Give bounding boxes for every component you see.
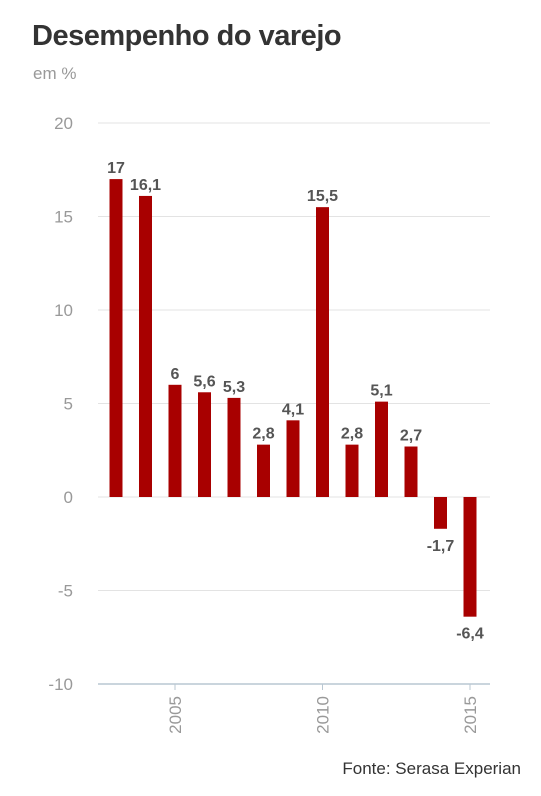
x-tick-label: 2015 (461, 696, 480, 734)
data-label: 5,3 (223, 379, 245, 396)
data-label: 17 (107, 160, 125, 177)
gridlines (98, 122, 490, 685)
bar (463, 497, 477, 617)
data-label: 6 (171, 366, 180, 383)
y-tick-label: 0 (64, 488, 73, 507)
bar (139, 195, 152, 497)
y-tick-label: -5 (58, 582, 73, 601)
source-note: Fonte: Serasa Experian (342, 759, 521, 778)
y-tick-label: 10 (54, 301, 73, 320)
bar (316, 207, 329, 497)
bar (168, 384, 182, 497)
data-label: -6,4 (456, 626, 484, 643)
y-tick-label: 15 (54, 208, 73, 227)
data-label: 2,7 (400, 428, 422, 445)
x-tick-label: 2005 (166, 696, 185, 734)
y-tick-label: 20 (54, 114, 73, 133)
bar (109, 179, 123, 497)
bar (257, 444, 270, 497)
y-axis-ticks: 20 15 10 5 0 -5 -10 (48, 114, 73, 694)
data-label: 5,1 (370, 383, 392, 400)
data-label: 5,6 (193, 373, 215, 390)
data-label: 4,1 (282, 401, 304, 418)
chart-subtitle: em % (33, 64, 77, 83)
bar (345, 444, 359, 497)
data-label: 2,8 (341, 426, 363, 443)
chart-title: Desempenho do varejo (32, 20, 342, 52)
bar (198, 392, 211, 497)
bar (375, 401, 388, 497)
data-label: 2,8 (252, 426, 274, 443)
bar (434, 497, 447, 529)
y-tick-label: -10 (48, 675, 73, 694)
bar (404, 446, 418, 497)
x-axis-ticks: 2005 2010 2015 (166, 684, 480, 734)
data-label: 15,5 (307, 188, 338, 205)
data-labels: 17 16,1 6 5,6 5,3 2,8 4,1 15,5 2,8 5,1 2,7 -1,7 -6,4 (107, 160, 484, 643)
data-label: -1,7 (427, 538, 455, 555)
y-tick-label: 5 (64, 395, 73, 414)
bar (227, 397, 241, 497)
data-label: 16,1 (130, 177, 161, 194)
x-tick-label: 2010 (314, 696, 333, 734)
bars (109, 179, 477, 617)
bar (286, 420, 300, 497)
